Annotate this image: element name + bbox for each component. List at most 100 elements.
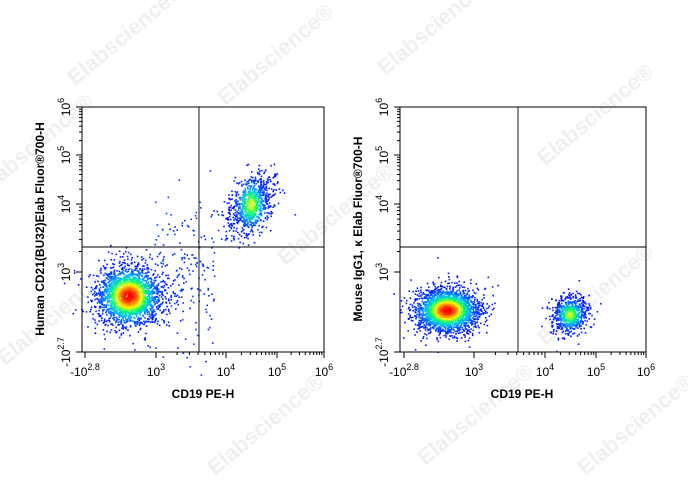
event-dot: [450, 306, 452, 309]
event-dot: [152, 287, 155, 290]
event-dot: [252, 209, 254, 212]
event-dot: [474, 296, 476, 299]
event-dot: [116, 303, 119, 305]
event-dot: [245, 206, 248, 208]
event-dot: [236, 200, 238, 203]
event-dot: [121, 301, 123, 304]
event-dot: [256, 201, 259, 203]
event-dot: [456, 326, 458, 328]
event-dot: [240, 217, 243, 219]
event-dot: [422, 292, 425, 294]
event-dot: [126, 314, 128, 316]
event-dot: [98, 288, 101, 291]
event-dot: [142, 291, 144, 293]
event-dot: [164, 265, 167, 267]
event-dot: [441, 301, 444, 304]
event-dot: [457, 317, 459, 319]
event-dot: [116, 319, 118, 321]
event-dot: [271, 212, 274, 214]
event-dot: [422, 312, 424, 314]
event-dot: [105, 286, 108, 289]
event-dot: [166, 284, 168, 286]
event-dot: [109, 276, 111, 279]
event-dot: [458, 303, 461, 306]
event-dot: [127, 284, 130, 286]
event-dot: [230, 227, 233, 230]
event-dot: [110, 259, 113, 261]
event-dot: [436, 312, 439, 314]
event-dot: [228, 194, 230, 196]
event-dot: [107, 281, 109, 284]
event-dot: [137, 318, 140, 320]
event-dot: [239, 199, 242, 201]
event-dot: [445, 336, 447, 338]
event-dot: [131, 305, 133, 307]
event-dot: [248, 179, 250, 181]
event-dot: [157, 308, 159, 310]
event-dot: [415, 298, 417, 300]
event-dot: [415, 308, 418, 311]
event-dot: [443, 334, 445, 337]
event-dot: [118, 306, 120, 308]
event-dot: [179, 320, 182, 322]
event-dot: [253, 202, 255, 204]
event-dot: [267, 181, 269, 184]
event-dot: [436, 287, 438, 289]
event-dot: [454, 322, 456, 324]
event-dot: [125, 319, 128, 322]
event-dot: [118, 295, 121, 297]
event-dot: [252, 190, 254, 192]
event-dot: [152, 305, 154, 307]
event-dot: [163, 309, 165, 311]
event-dot: [125, 279, 127, 282]
event-dot: [248, 200, 250, 203]
event-dot: [110, 282, 112, 285]
event-dot: [230, 209, 232, 211]
event-dot: [124, 295, 127, 297]
event-dot: [435, 299, 438, 302]
event-dot: [112, 306, 114, 308]
event-dot: [77, 284, 80, 286]
right-event-dots: [393, 257, 602, 354]
event-dot: [128, 308, 130, 310]
event-dot: [103, 282, 105, 285]
event-dot: [486, 324, 489, 327]
event-dot: [150, 281, 153, 284]
event-dot: [261, 169, 263, 172]
event-dot: [101, 280, 103, 283]
event-dot: [124, 316, 127, 319]
event-dot: [135, 292, 137, 294]
event-dot: [109, 267, 112, 269]
event-dot: [240, 210, 243, 212]
event-dot: [146, 285, 149, 287]
event-dot: [414, 308, 416, 311]
event-dot: [213, 210, 215, 212]
event-dot: [162, 301, 164, 304]
event-dot: [183, 282, 185, 284]
event-dot: [88, 275, 90, 278]
event-dot: [262, 184, 265, 186]
event-dot: [174, 293, 176, 295]
event-dot: [451, 325, 453, 328]
event-dot: [235, 195, 238, 197]
event-dot: [156, 276, 158, 279]
event-dot: [156, 290, 158, 292]
event-dot: [232, 237, 235, 240]
event-dot: [251, 188, 254, 190]
event-dot: [451, 320, 453, 322]
event-dot: [113, 316, 116, 319]
event-dot: [401, 311, 403, 314]
event-dot: [275, 174, 277, 176]
event-dot: [264, 204, 266, 207]
event-dot: [246, 194, 248, 196]
event-dot: [156, 323, 159, 325]
event-dot: [141, 290, 143, 292]
event-dot: [139, 301, 141, 304]
event-dot: [189, 273, 191, 276]
event-dot: [163, 320, 165, 323]
event-dot: [139, 291, 141, 294]
event-dot: [437, 328, 440, 331]
event-dot: [243, 198, 246, 200]
event-dot: [107, 308, 109, 311]
event-dot: [485, 319, 488, 321]
